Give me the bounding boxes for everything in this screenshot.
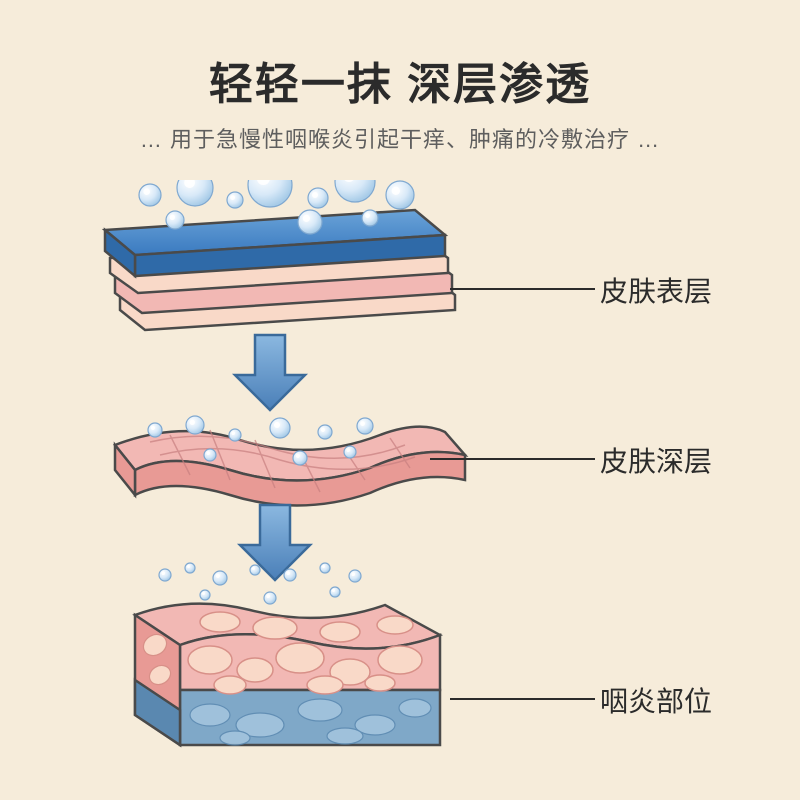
skin-layers-diagram	[60, 180, 490, 760]
arrow-1	[235, 335, 305, 410]
layer-tissue-block	[135, 563, 440, 745]
layer-deep	[115, 416, 465, 506]
layer-surface	[105, 180, 455, 330]
subtitle: … 用于急慢性咽喉炎引起干痒、肿痛的冷敷治疗 …	[0, 122, 800, 154]
label-inflammation: 咽炎部位	[600, 680, 712, 720]
label-deep: 皮肤深层	[600, 440, 712, 480]
main-title: 轻轻一抹 深层渗透	[0, 48, 800, 112]
label-surface: 皮肤表层	[600, 270, 712, 310]
